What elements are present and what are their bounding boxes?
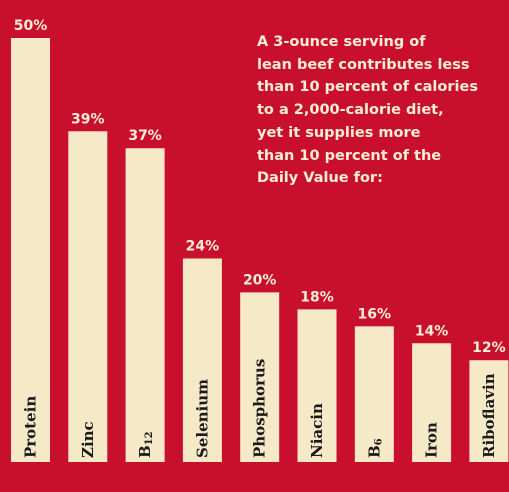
category-label: Phosphorus [251, 359, 269, 458]
category-label: Niacin [308, 403, 326, 458]
data-label: 37% [128, 128, 162, 144]
bar-b12 [125, 148, 165, 463]
annotation-line: than 10 percent of the [257, 147, 442, 164]
annotation-text: A 3-ounce serving of lean beef contribut… [257, 31, 507, 190]
bar-zinc [68, 131, 108, 462]
annotation-line: Daily Value for: [257, 170, 383, 187]
bar-iron [412, 343, 452, 462]
data-label: 18% [300, 289, 334, 305]
data-label: 50% [14, 18, 48, 34]
bar-b6 [354, 326, 394, 462]
bar-selenium [182, 258, 222, 462]
category-label: Protein [22, 396, 40, 458]
annotation-line: A 3-ounce serving of [257, 34, 426, 50]
annotation-line: than 10 percent of calories [257, 79, 478, 96]
bars-group: 50% Protein 39% Zinc 37% B12 24% Selenium 20% Pho… [11, 18, 509, 463]
annotation-line: to a 2,000-calorie diet, [257, 102, 444, 119]
data-label: 24% [186, 238, 220, 254]
category-label: Selenium [193, 379, 211, 458]
data-label: 39% [71, 111, 105, 127]
bar-riboflavin [469, 360, 509, 462]
data-label: 16% [358, 306, 392, 322]
data-label: 12% [472, 340, 506, 356]
data-label: 14% [415, 323, 449, 339]
category-label: Zinc [79, 421, 97, 458]
category-label: Iron [423, 422, 441, 458]
annotation-line: yet it supplies more [257, 124, 421, 141]
data-label: 20% [243, 272, 277, 288]
category-label: Riboflavin [480, 373, 498, 458]
bar-protein [11, 38, 50, 462]
category-label: B6 [365, 438, 384, 458]
bar-niacin [297, 309, 337, 462]
category-label: B12 [136, 431, 155, 458]
annotation-line: lean beef contributes less [257, 56, 470, 73]
bar-phosphorus [240, 292, 280, 462]
